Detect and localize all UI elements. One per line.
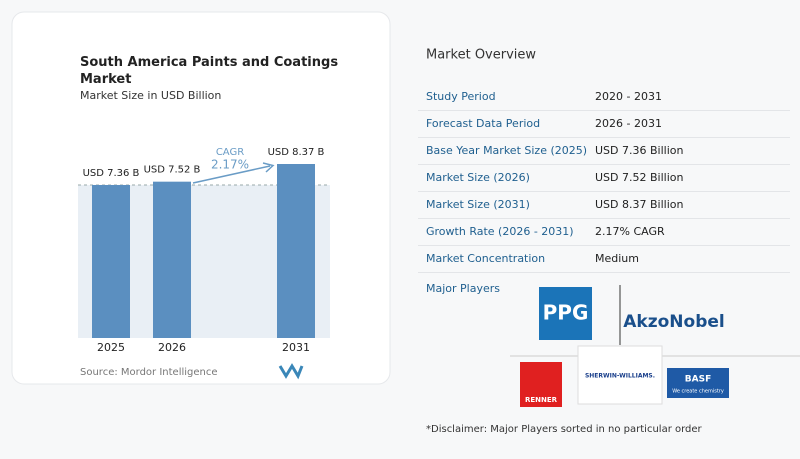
cagr-value: 2.17% — [211, 158, 249, 172]
row-label: Market Size (2026) — [426, 171, 530, 184]
logo-ppg — [539, 287, 592, 340]
logo-mark — [278, 363, 304, 380]
chart-subtitle: Market Size in USD Billion — [80, 89, 221, 102]
row-label: Study Period — [426, 90, 496, 103]
source: Source: Mordor Intelligence — [80, 367, 218, 378]
disclaimer: *Disclaimer: Major Players sorted in no … — [426, 424, 703, 435]
row-label: Base Year Market Size (2025) — [426, 144, 587, 157]
bar — [277, 164, 315, 338]
x-tick-label: 2026 — [158, 341, 186, 354]
row-label: Market Size (2031) — [426, 198, 530, 211]
row-label: Growth Rate (2026 - 2031) — [426, 225, 574, 238]
value-label: USD 8.37 B — [268, 147, 325, 158]
bars: USD 7.36 B 2025 USD 7.52 B 2026 USD 8.37 B 20… — [83, 147, 325, 354]
row-value: 2026 - 2031 — [595, 117, 662, 130]
x-tick-label: 2025 — [97, 341, 125, 354]
row-value: 2020 - 2031 — [595, 90, 662, 103]
overview-table: Study Period 2020 - 2031 Forecast Data Per… — [418, 90, 790, 273]
row-value: USD 8.37 Billion — [595, 198, 683, 211]
logo-text: RENNER — [525, 396, 558, 404]
logo-text: We create chemistry — [672, 389, 724, 395]
logo-renner — [520, 362, 562, 407]
arrow-head — [262, 162, 275, 173]
row-value: Medium — [595, 252, 639, 265]
logo-text: PPG — [543, 301, 589, 325]
x-tick-label: 2031 — [282, 341, 310, 354]
logo-text: AkzoNobel — [623, 312, 724, 332]
cagr-label: CAGR — [216, 147, 244, 158]
logo-sherwin — [577, 345, 663, 405]
bar — [153, 181, 191, 338]
chart-title: South America Paints and Coatings Market — [80, 55, 338, 87]
logo-text: SHERWIN-WILLIAMS. — [585, 373, 655, 380]
chart-title-line: Market — [80, 72, 131, 87]
row-label: Forecast Data Period — [426, 117, 540, 130]
row-value: USD 7.36 Billion — [595, 144, 683, 157]
row-value: 2.17% CAGR — [595, 225, 665, 238]
players-title: Major Players — [426, 282, 500, 295]
value-label: USD 7.52 B — [144, 165, 201, 176]
overview-title: Market Overview — [426, 48, 536, 63]
cagr-arrow — [192, 165, 271, 184]
row-value: USD 7.52 Billion — [595, 171, 683, 184]
logo-basf — [667, 368, 729, 398]
value-label: USD 7.36 B — [83, 168, 140, 179]
chart-title-line: South America Paints and Coatings — [80, 55, 338, 70]
logo-text: BASF — [685, 375, 711, 385]
bar — [92, 184, 130, 338]
row-label: Market Concentration — [426, 252, 545, 265]
